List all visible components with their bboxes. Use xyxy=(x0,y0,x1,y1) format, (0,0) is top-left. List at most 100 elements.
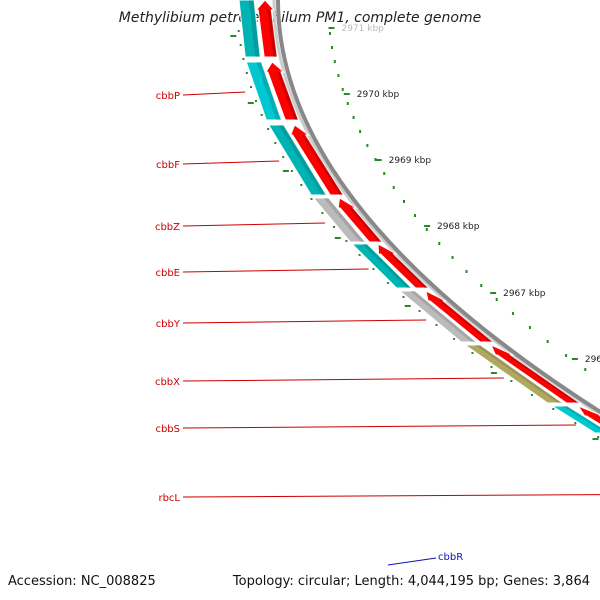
track-dot xyxy=(552,408,555,410)
gene-label-cbbF[interactable]: cbbF xyxy=(156,160,180,171)
regulator-label-group: cbbR xyxy=(387,552,463,566)
track-dot xyxy=(345,240,348,242)
kbp-tick-label: 2970 kbp xyxy=(357,90,400,100)
track-dot xyxy=(402,296,405,298)
track-dot xyxy=(403,200,405,203)
kbp-tick-label: 2966 kbp xyxy=(585,355,600,365)
map-title: Methylibium petroleiphilum PM1, complete… xyxy=(118,10,482,26)
track-dot xyxy=(274,142,277,144)
cog-block-shade xyxy=(249,0,261,57)
cds-arrow[interactable] xyxy=(576,404,600,433)
track-dot xyxy=(414,214,417,217)
cds-arrow[interactable] xyxy=(255,0,278,58)
track-dot xyxy=(471,352,474,354)
track-dot xyxy=(597,436,600,438)
track-dot xyxy=(565,354,568,357)
cog-block[interactable] xyxy=(267,124,328,196)
cog-block[interactable] xyxy=(550,405,600,434)
gene-label-leader xyxy=(182,424,577,429)
track-dot xyxy=(418,310,421,312)
gene-label-leader xyxy=(182,319,427,324)
gene-label-cbbY[interactable]: cbbY xyxy=(156,319,181,330)
track-dot xyxy=(321,212,324,214)
cog-block[interactable] xyxy=(350,243,413,289)
track-dot xyxy=(387,282,390,284)
track-dot xyxy=(267,128,270,130)
kbp-tick-label: 2967 kbp xyxy=(503,289,546,299)
backbone-line xyxy=(276,0,600,415)
track-dot xyxy=(255,100,257,102)
track-dot xyxy=(465,270,468,273)
cds-arrow-shade xyxy=(349,208,383,242)
gene-label-cbbP[interactable]: cbbP xyxy=(156,91,180,102)
track-dot xyxy=(574,422,577,424)
track-dot xyxy=(358,254,361,256)
cog-block[interactable] xyxy=(463,344,565,404)
cog-block[interactable] xyxy=(398,290,478,343)
kbp-tick-mark xyxy=(375,159,382,161)
kbp-tick-mark xyxy=(424,225,431,227)
cds-arrow-shade xyxy=(267,10,278,57)
minor-tick xyxy=(592,438,599,440)
track-dot xyxy=(250,86,253,88)
track-dot xyxy=(346,102,349,105)
cog-block-shade xyxy=(409,291,477,342)
track-dot xyxy=(300,184,303,186)
cog-block[interactable] xyxy=(238,0,261,58)
gene-label-cbbR[interactable]: cbbR xyxy=(438,552,463,563)
cds-arrow[interactable] xyxy=(337,197,384,243)
track-dot xyxy=(584,368,587,371)
cds-arrow[interactable] xyxy=(490,344,582,404)
kbp-tick-mark xyxy=(328,27,335,29)
gene-label-leader xyxy=(182,222,326,227)
track-dot xyxy=(438,242,441,245)
cog-block-shade xyxy=(475,345,563,403)
track-dot xyxy=(511,312,514,315)
track-dot xyxy=(453,338,456,340)
cog-block-shade xyxy=(362,244,412,288)
cds-arrow[interactable] xyxy=(264,61,300,121)
kbp-tick-label: 2969 kbp xyxy=(389,156,432,166)
track-dot xyxy=(546,340,549,343)
forward-cds-track xyxy=(255,0,600,433)
gene-label-cbbS[interactable]: cbbS xyxy=(155,424,180,435)
track-dot xyxy=(310,198,313,200)
gene-label-rbcL[interactable]: rbcL xyxy=(158,493,180,504)
cog-feature-track xyxy=(238,0,600,434)
minor-tick xyxy=(282,170,289,172)
kbp-tick-mark xyxy=(343,93,350,95)
track-dot xyxy=(328,32,331,35)
track-dot xyxy=(510,380,513,382)
track-dot xyxy=(366,144,369,147)
kbp-tick-mark xyxy=(571,358,578,360)
cds-arrow-shade xyxy=(439,301,494,342)
kbp-ticks: 2971 kbp 2970 kbp 2969 kbp 2968 kbp 2967 kbp… xyxy=(328,24,600,365)
minor-tick xyxy=(230,35,237,37)
track-dot xyxy=(242,58,245,60)
cog-block[interactable] xyxy=(245,61,283,121)
track-dot xyxy=(352,116,355,119)
cds-arrow[interactable] xyxy=(289,124,345,196)
kbp-tick-mark xyxy=(490,292,497,294)
track-dot xyxy=(495,298,498,301)
track-dot xyxy=(383,172,386,175)
cds-arrow[interactable] xyxy=(425,290,495,343)
track-dot xyxy=(333,226,336,228)
gene-label-leader xyxy=(182,377,504,382)
minor-tick xyxy=(490,372,497,374)
gene-label-cbbE[interactable]: cbbE xyxy=(155,268,180,279)
regulator-leader xyxy=(387,557,437,566)
gene-label-cbbX[interactable]: cbbX xyxy=(155,377,180,388)
kbp-tick-label: 2971 kbp xyxy=(341,24,384,34)
cds-arrow[interactable] xyxy=(377,243,430,289)
cog-block[interactable] xyxy=(312,197,367,243)
track-dot xyxy=(337,74,340,77)
minor-tick xyxy=(247,102,254,104)
track-dot xyxy=(239,44,242,46)
gene-label-cbbZ[interactable]: cbbZ xyxy=(155,222,180,233)
track-dot xyxy=(425,228,428,231)
cds-arrow-shade xyxy=(506,355,580,403)
track-dot xyxy=(341,88,344,91)
track-dot xyxy=(480,284,483,287)
